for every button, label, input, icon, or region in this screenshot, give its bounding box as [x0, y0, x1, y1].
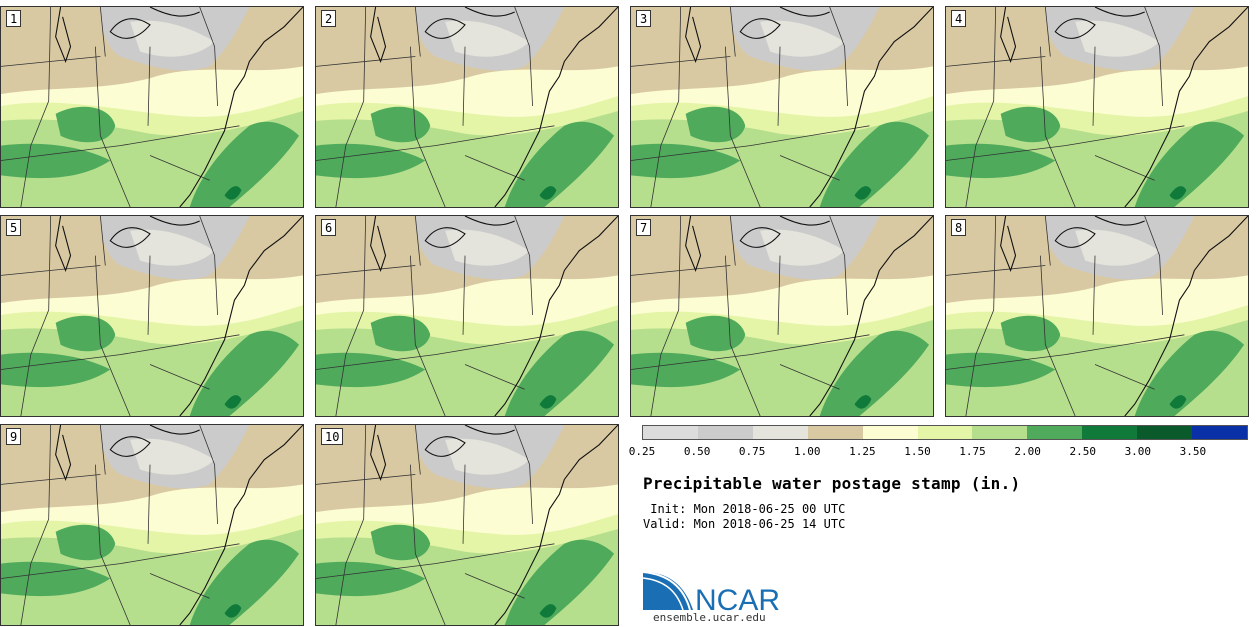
- colorbar-tick-label: 1.25: [849, 445, 876, 458]
- run-info: Init: Mon 2018-06-25 00 UTC Valid: Mon 2…: [643, 502, 845, 532]
- member-label: 6: [321, 219, 337, 236]
- colorbar-segment: [972, 426, 1028, 439]
- ensemble-member-map: 5: [0, 215, 304, 417]
- member-label: 3: [636, 10, 652, 27]
- member-label: 10: [321, 428, 344, 445]
- colorbar-segment: [1192, 426, 1247, 439]
- ensemble-member-map: 8: [945, 215, 1249, 417]
- logo-wordmark: NCAR: [695, 584, 780, 617]
- colorbar-segment: [862, 426, 918, 439]
- ensemble-member-map: 6: [315, 215, 619, 417]
- ensemble-member-map: 3: [630, 6, 934, 208]
- colorbar-segment: [697, 426, 753, 439]
- ensemble-member-map: 4: [945, 6, 1249, 208]
- colorbar-tick-label: 3.00: [1124, 445, 1152, 458]
- member-label: 1: [6, 10, 22, 27]
- map-graphic: [1, 7, 303, 207]
- map-graphic: [946, 216, 1248, 416]
- map-graphic: [316, 425, 618, 625]
- colorbar-tick-label: 0.25: [628, 445, 656, 458]
- member-label: 5: [6, 219, 22, 236]
- colorbar-segment: [643, 426, 698, 439]
- ensemble-member-map: 2: [315, 6, 619, 208]
- colorbar-segment: [752, 426, 808, 439]
- colorbar: [642, 425, 1248, 440]
- chart-title: Precipitable water postage stamp (in.): [643, 474, 1021, 493]
- map-graphic: [316, 216, 618, 416]
- colorbar-tick-label: 2.00: [1014, 445, 1041, 458]
- member-label: 2: [321, 10, 337, 27]
- colorbar-tick-label: 0.50: [683, 445, 711, 458]
- member-label: 8: [951, 219, 967, 236]
- colorbar-segment: [917, 426, 973, 439]
- colorbar-tick-label: 3.50: [1179, 445, 1207, 458]
- ensemble-member-map: 7: [630, 215, 934, 417]
- colorbar-tick-label: 1.50: [904, 445, 931, 458]
- colorbar-tick-label: 1.75: [959, 445, 986, 458]
- colorbar-tick-label: 0.75: [738, 445, 766, 458]
- member-label: 4: [951, 10, 967, 27]
- member-label: 7: [636, 219, 652, 236]
- map-graphic: [631, 216, 933, 416]
- map-graphic: [1, 425, 303, 625]
- colorbar-tick-label: 2.50: [1069, 445, 1096, 458]
- colorbar-segment: [807, 426, 863, 439]
- ensemble-member-map: 1: [0, 6, 304, 208]
- member-label: 9: [6, 428, 22, 445]
- init-time: Init: Mon 2018-06-25 00 UTC: [643, 502, 846, 516]
- ncar-logo: NCAR: [643, 571, 780, 617]
- ensemble-member-map: 10: [315, 424, 619, 626]
- ensemble-member-map: 9: [0, 424, 304, 626]
- map-graphic: [1, 216, 303, 416]
- logo-url[interactable]: ensemble.ucar.edu: [653, 611, 766, 624]
- colorbar-tick-label: 1.00: [794, 445, 821, 458]
- colorbar-segment: [1082, 426, 1138, 439]
- map-graphic: [631, 7, 933, 207]
- map-graphic: [946, 7, 1248, 207]
- map-graphic: [316, 7, 618, 207]
- colorbar-segment: [1137, 426, 1193, 439]
- colorbar-segment: [1027, 426, 1083, 439]
- valid-time: Valid: Mon 2018-06-25 14 UTC: [643, 517, 846, 531]
